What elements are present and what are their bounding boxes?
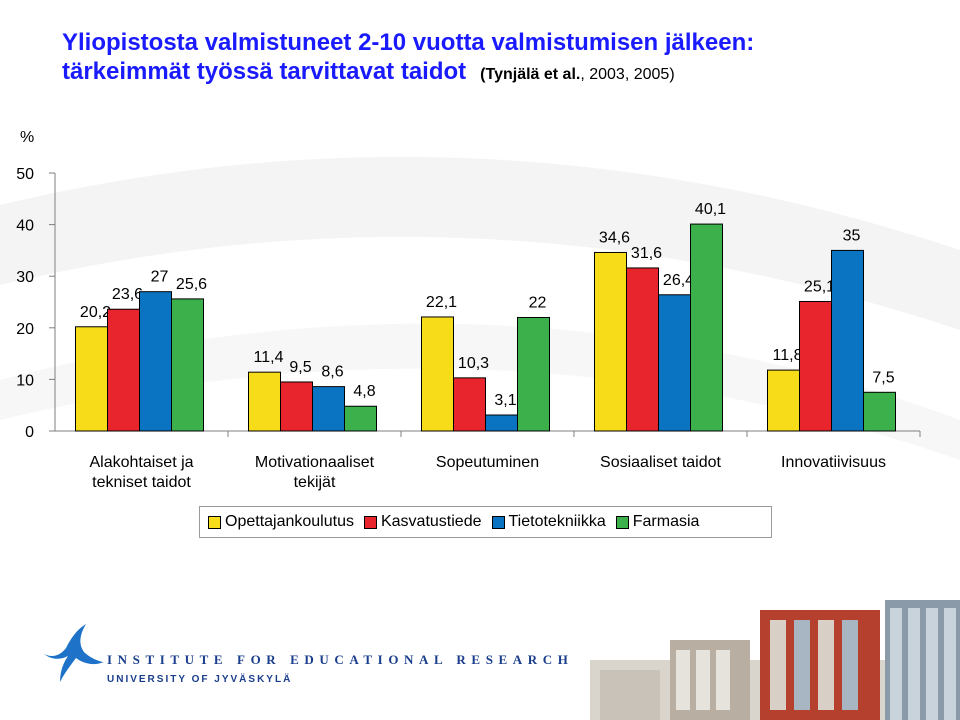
bar-4-1 (171, 298, 204, 432)
legend-swatch (208, 515, 221, 529)
bar-4-5 (863, 391, 896, 432)
title-line-1: Yliopistosta valmistuneet 2-10 vuotta va… (62, 29, 755, 56)
bar-4-3 (517, 316, 550, 432)
legend-item: Tietotekniikka (491, 513, 606, 531)
data-label: 25,6 (176, 276, 207, 293)
data-label: 25,1 (804, 278, 835, 295)
data-label: 40,1 (695, 201, 726, 218)
university-name: UNIVERSITY OF JYVÄSKYLÄ (107, 674, 293, 685)
data-label: 4,8 (353, 383, 375, 400)
y-axis-label: % (20, 129, 34, 146)
legend-swatch (363, 515, 377, 529)
data-label: 10,3 (458, 355, 489, 372)
legend-label: Opettajankoulutus (225, 513, 354, 530)
bar-2-1 (107, 308, 140, 432)
data-label: 7,5 (872, 369, 894, 386)
jyu-bird-logo-icon (44, 624, 104, 682)
y-tick-label: 50 (16, 166, 34, 183)
bar-1-4 (594, 251, 627, 432)
data-label: 22 (529, 294, 547, 311)
y-tick-label: 40 (16, 218, 34, 235)
data-label: 26,4 (663, 272, 694, 289)
bar-3-1 (139, 291, 172, 432)
data-label: 3,1 (494, 392, 516, 409)
data-label: 8,6 (321, 364, 343, 381)
citation: (Tynjälä et al., 2003, 2005) (480, 66, 674, 83)
bar-3-3 (485, 414, 518, 432)
bar-3-4 (658, 294, 691, 432)
university-building-photo (590, 600, 960, 720)
bar-4-2 (344, 405, 377, 432)
legend-item: Opettajankoulutus (208, 513, 354, 531)
data-label: 11,8 (773, 347, 803, 364)
y-tick-label: 0 (25, 424, 34, 441)
legend-label: Farmasia (632, 513, 700, 530)
data-label: 31,6 (631, 245, 662, 262)
institute-name: INSTITUTE FOR EDUCATIONAL RESEARCH (107, 652, 574, 667)
x-tick-label: Alakohtaiset ja (89, 454, 193, 471)
citation-years: , 2003, 2005) (580, 66, 675, 83)
bar-chart: % 0 10 20 30 40 50 Alakohtaiset ja tekniset taid… (16, 129, 921, 491)
legend-item: Farmasia (615, 513, 700, 531)
x-tick-label: Sosiaaliset taidot (600, 454, 722, 471)
data-label: 11,4 (254, 349, 284, 366)
data-label: 9,5 (289, 359, 311, 376)
x-tick-label: Motivationaaliset (255, 454, 375, 471)
bar-1-2 (248, 371, 281, 432)
bar-1-3 (421, 316, 454, 432)
x-tick-label: tekijät (294, 474, 336, 491)
data-label: 23,6 (112, 286, 143, 303)
bar-2-3 (453, 377, 486, 432)
data-label: 27 (151, 269, 169, 286)
y-tick-label: 30 (16, 269, 34, 286)
bar-3-5 (831, 249, 864, 432)
legend: Opettajankoulutus Kasvatustiede Tietotekni… (199, 506, 772, 538)
data-label: 20,2 (80, 304, 111, 321)
legend-swatch (615, 515, 629, 529)
legend-label: Tietotekniikka (508, 513, 606, 530)
bar-3-2 (312, 386, 345, 432)
legend-item: Kasvatustiede (363, 513, 482, 531)
data-label: 35 (843, 227, 861, 244)
legend-swatch (491, 515, 505, 529)
bar-4-4 (690, 223, 723, 432)
bar-1-5 (767, 369, 800, 432)
data-label: 34,6 (599, 229, 630, 246)
legend-label: Kasvatustiede (380, 513, 482, 530)
title-line-2-text: tärkeimmät työssä tarvittavat taidot (62, 58, 467, 85)
y-tick-label: 20 (16, 321, 34, 338)
bar-2-4 (626, 267, 659, 432)
bar-2-2 (280, 381, 313, 432)
bar-1-1 (75, 326, 108, 432)
data-label: 22,1 (426, 294, 457, 311)
x-tick-label: Innovatiivisuus (781, 454, 886, 471)
citation-authors: (Tynjälä et al. (480, 66, 581, 83)
chart-title: Yliopistosta valmistuneet 2-10 vuotta va… (62, 28, 942, 89)
title-line-2: tärkeimmät työssä tarvittavat taidot (Tyn… (62, 57, 942, 89)
x-tick-label: Sopeutuminen (436, 454, 539, 471)
bar-2-5 (799, 300, 832, 432)
y-tick-label: 10 (16, 372, 34, 389)
x-tick-label: tekniset taidot (92, 474, 191, 491)
